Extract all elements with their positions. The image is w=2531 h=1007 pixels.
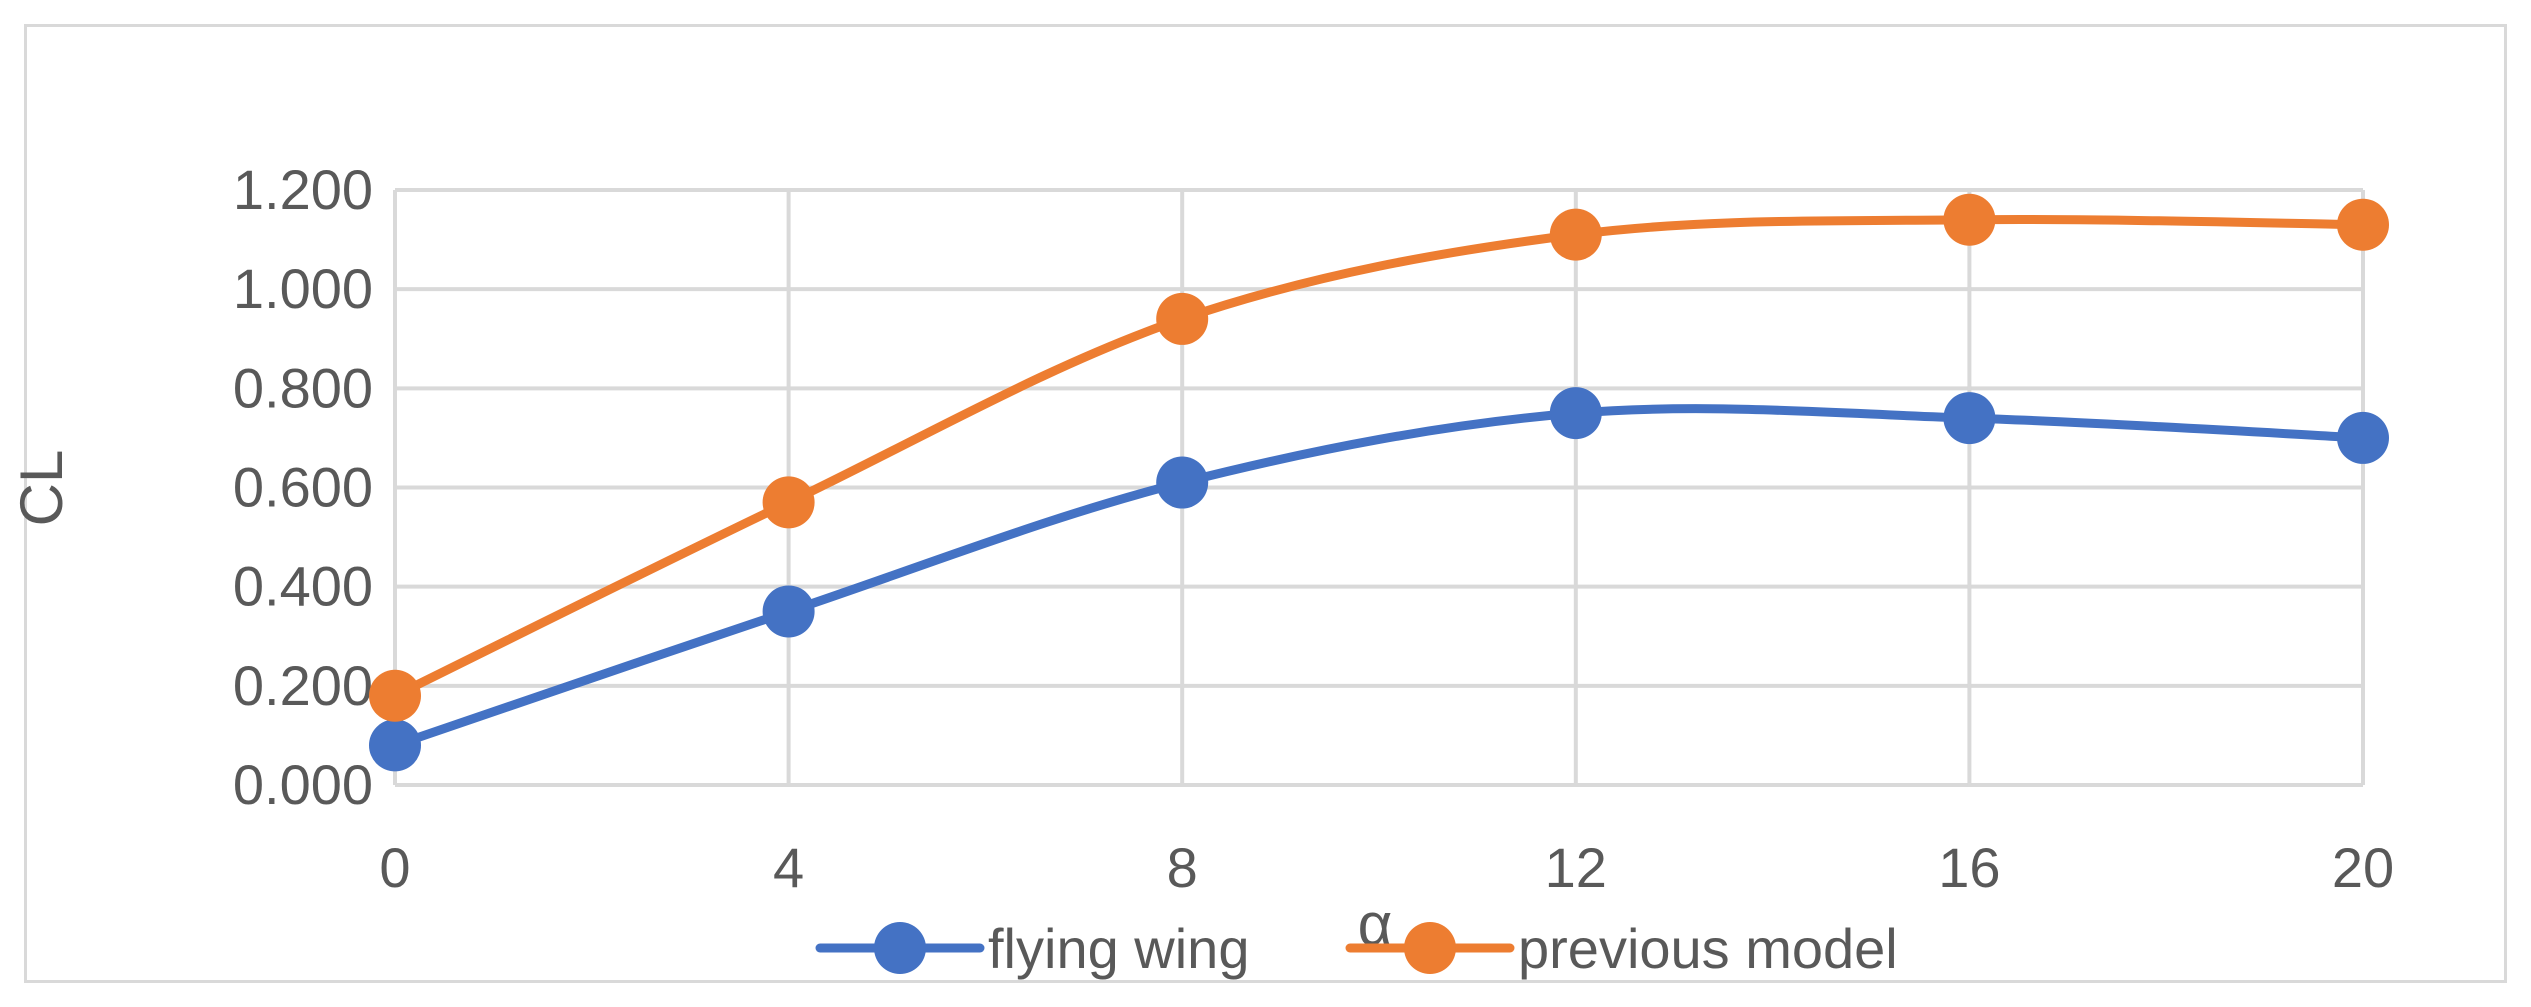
chart-frame — [24, 24, 2507, 983]
series-line — [390, 214, 2368, 701]
legend: flying wing previous model — [815, 917, 1898, 980]
x-tick-label: 20 — [2332, 836, 2394, 899]
y-tick-label: 1.000 — [233, 257, 373, 320]
y-tick-label: 0.200 — [233, 654, 373, 717]
data-point — [2337, 198, 2389, 251]
data-point — [1156, 292, 1209, 345]
y-tick-label: 1.200 — [233, 158, 373, 221]
y-axis-tick-labels: 0.000 0.200 0.400 0.600 0.800 1.000 1.200 — [233, 158, 373, 816]
legend-label: previous model — [1518, 917, 1898, 980]
legend-item-previous-model: previous model — [1345, 917, 1898, 980]
y-axis-title: CL — [8, 450, 75, 527]
y-tick-label: 0.400 — [233, 555, 373, 618]
x-tick-label: 0 — [379, 836, 410, 899]
legend-item-flying-wing: flying wing — [815, 917, 1249, 980]
legend-swatch-marker — [1404, 922, 1456, 974]
data-point — [1549, 208, 1602, 261]
data-point — [762, 585, 815, 638]
series-previous-model — [369, 193, 2389, 722]
data-point — [369, 719, 421, 772]
y-tick-label: 0.800 — [233, 356, 373, 419]
data-point — [369, 669, 421, 722]
series-line — [390, 404, 2368, 750]
legend-label: flying wing — [988, 917, 1249, 980]
grid — [393, 188, 2365, 787]
legend-swatch-marker — [874, 922, 926, 974]
data-point — [2337, 411, 2389, 464]
y-tick-label: 0.600 — [233, 456, 373, 519]
data-point — [1549, 387, 1602, 440]
series-flying-wing — [369, 387, 2389, 772]
data-point — [1156, 456, 1209, 509]
series — [369, 193, 2389, 772]
x-axis-tick-labels: 0 4 8 12 16 20 — [379, 836, 2394, 899]
x-tick-label: 8 — [1167, 836, 1198, 899]
x-tick-label: 16 — [1938, 836, 2000, 899]
x-tick-label: 4 — [773, 836, 804, 899]
data-point — [762, 476, 815, 529]
x-tick-label: 12 — [1545, 836, 1607, 899]
y-tick-label: 0.000 — [233, 753, 373, 816]
data-point — [1943, 392, 1996, 445]
data-point — [1943, 193, 1996, 246]
